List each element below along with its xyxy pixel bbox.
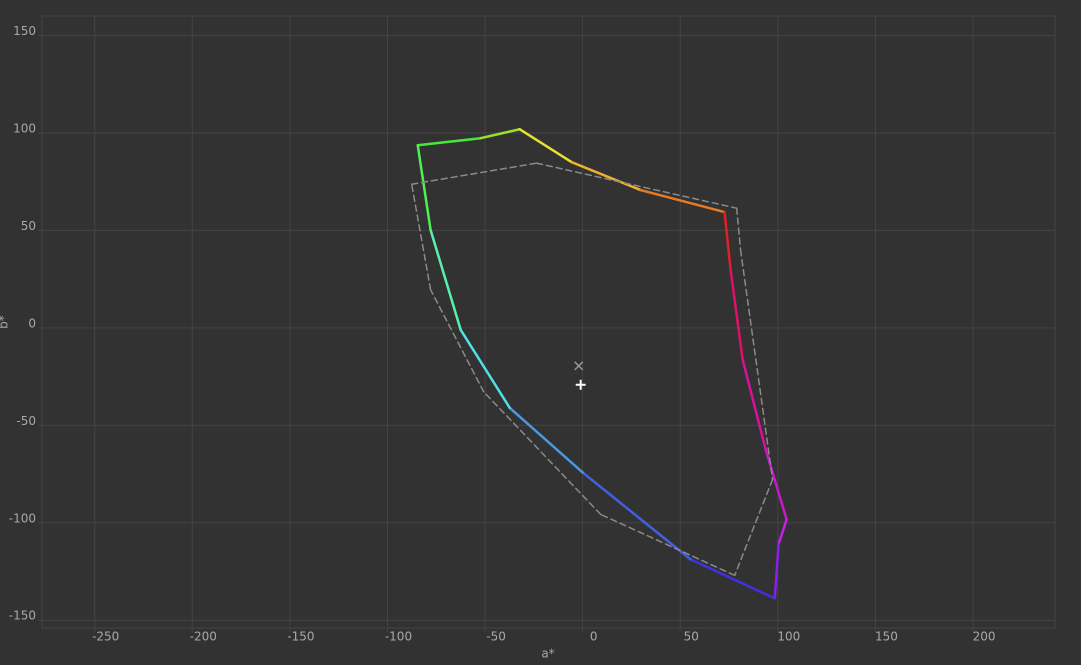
reference-gamut-segment bbox=[735, 207, 742, 251]
reference-gamut-segment bbox=[535, 162, 738, 209]
gamut-segment bbox=[479, 127, 521, 140]
x-tick-label: 100 bbox=[777, 630, 800, 644]
y-tick-label: 0 bbox=[28, 316, 36, 330]
x-tick-label: -100 bbox=[385, 630, 412, 644]
gamut-segment bbox=[777, 518, 788, 546]
x-tick-label: -150 bbox=[287, 630, 314, 644]
gamut-segment bbox=[773, 542, 780, 600]
gamut-segment bbox=[518, 127, 573, 164]
gamut-segment bbox=[581, 471, 692, 561]
gamut-segment bbox=[429, 228, 462, 332]
gamut-segment bbox=[416, 143, 432, 232]
gamut-segment bbox=[729, 268, 744, 362]
gamut-segment bbox=[416, 136, 482, 147]
y-tick-label: 100 bbox=[13, 121, 36, 135]
x-tick-label: -50 bbox=[486, 630, 506, 644]
reference-gamut-segment bbox=[410, 162, 538, 185]
y-axis-label: b* bbox=[0, 315, 11, 329]
reference-gamut-segment bbox=[410, 183, 432, 291]
x-tick-label: -250 bbox=[92, 630, 119, 644]
y-tick-label: 50 bbox=[21, 219, 36, 233]
gamut-segment bbox=[764, 448, 788, 521]
reference-gamut-segment bbox=[739, 249, 774, 481]
gamut-segment bbox=[508, 406, 584, 474]
marker-stroke bbox=[574, 361, 584, 371]
y-tick-label: 150 bbox=[13, 24, 36, 38]
x-tick-label: 50 bbox=[684, 630, 699, 644]
y-tick-label: -100 bbox=[9, 511, 36, 525]
reference-gamut-segment bbox=[429, 289, 485, 393]
reference-gamut-segment bbox=[482, 391, 602, 516]
x-axis-label: a* bbox=[541, 647, 554, 661]
x-tick-label: -200 bbox=[190, 630, 217, 644]
marker bbox=[574, 361, 584, 371]
reference-gamut-segment bbox=[733, 478, 774, 577]
marker bbox=[575, 379, 586, 390]
x-tick-label: 0 bbox=[590, 630, 598, 644]
x-tick-label: 150 bbox=[875, 630, 898, 644]
plot-area bbox=[41, 15, 1056, 629]
reference-gamut-segment bbox=[599, 513, 736, 577]
gamut-segment bbox=[570, 160, 642, 192]
y-tick-label: -50 bbox=[16, 414, 36, 428]
gamut-segment bbox=[639, 188, 726, 214]
gamut-segment bbox=[723, 210, 732, 272]
y-tick-label: -150 bbox=[9, 609, 36, 623]
gamut-segment bbox=[459, 328, 511, 410]
gamut-segment bbox=[741, 358, 767, 451]
x-tick-label: 200 bbox=[973, 630, 996, 644]
gamut-segment bbox=[689, 558, 776, 600]
